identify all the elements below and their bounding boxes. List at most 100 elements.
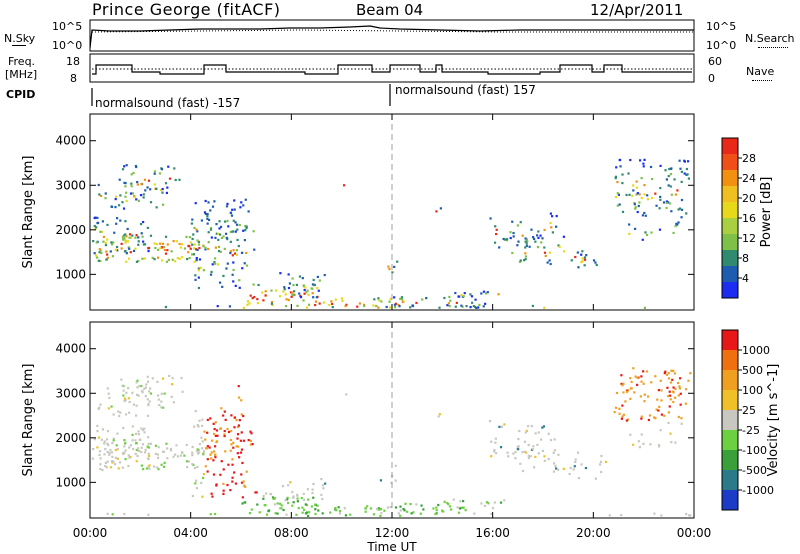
nsky-tick-top: 10^5 xyxy=(52,20,83,33)
echo-cell xyxy=(654,192,657,195)
echo-cell xyxy=(104,192,107,195)
power-scatter xyxy=(92,158,691,310)
echo-cell xyxy=(618,412,621,415)
echo-cell xyxy=(240,399,243,402)
echo-cell xyxy=(307,498,310,501)
echo-cell xyxy=(197,276,200,279)
echo-cell xyxy=(122,389,125,392)
echo-cell xyxy=(244,198,247,201)
echo-cell xyxy=(131,425,134,428)
y-tick-label: 1000 xyxy=(55,267,86,281)
echo-cell xyxy=(677,394,680,397)
echo-cell xyxy=(193,260,196,263)
echo-cell xyxy=(581,260,584,263)
echo-cell xyxy=(253,248,256,251)
echo-cell xyxy=(636,376,639,379)
echo-cell xyxy=(229,240,232,243)
echo-cell xyxy=(114,448,118,452)
echo-cell xyxy=(667,377,671,380)
echo-cell xyxy=(640,375,643,378)
echo-cell xyxy=(172,401,175,404)
echo-cell xyxy=(224,450,227,453)
echo-cell xyxy=(674,193,678,196)
echo-cell xyxy=(163,248,166,252)
echo-cell xyxy=(135,448,138,452)
nave-tick-bottom: 0 xyxy=(708,72,715,85)
echo-cell xyxy=(532,445,535,448)
echo-cell xyxy=(484,292,488,295)
echo-cell xyxy=(334,298,337,301)
echo-cell xyxy=(534,432,537,435)
echo-cell xyxy=(236,433,240,436)
echo-cell xyxy=(672,400,675,404)
echo-cell xyxy=(400,296,404,299)
y-tick-label: 2000 xyxy=(55,431,86,445)
echo-cell xyxy=(144,386,147,389)
echo-cell xyxy=(302,299,305,302)
echo-cell xyxy=(171,377,174,380)
echo-cell xyxy=(512,231,515,235)
echo-cell xyxy=(169,447,173,451)
echo-cell xyxy=(176,455,180,458)
echo-cell xyxy=(196,424,199,427)
echo-cell xyxy=(296,304,299,307)
echo-cell xyxy=(632,184,635,187)
echo-cell xyxy=(583,258,587,261)
echo-cell xyxy=(242,229,245,232)
echo-cell xyxy=(615,166,618,169)
echo-cell xyxy=(140,446,143,449)
x-axis-label: Time UT xyxy=(366,540,417,554)
echo-cell xyxy=(670,167,673,170)
echo-cell xyxy=(99,457,102,460)
echo-cell xyxy=(156,380,159,383)
echo-cell xyxy=(627,418,630,421)
echo-cell xyxy=(96,256,99,259)
echo-cell xyxy=(106,387,109,390)
echo-cell xyxy=(213,512,217,516)
echo-cell xyxy=(106,223,109,227)
echo-cell xyxy=(122,207,126,210)
echo-cell xyxy=(643,211,646,215)
echo-cell xyxy=(390,481,393,484)
echo-cell xyxy=(329,511,332,514)
echo-cell xyxy=(634,207,637,210)
echo-cell xyxy=(174,178,177,182)
echo-cell xyxy=(131,439,134,442)
echo-cell xyxy=(249,430,252,433)
echo-cell xyxy=(683,172,686,175)
echo-cell xyxy=(331,302,334,306)
echo-cell xyxy=(242,414,245,418)
echo-cell xyxy=(377,507,381,510)
echo-cell xyxy=(209,226,213,230)
echo-cell xyxy=(412,511,415,514)
echo-cell xyxy=(283,286,286,289)
echo-cell xyxy=(276,502,279,505)
echo-cell xyxy=(95,226,98,229)
echo-cell xyxy=(616,204,619,207)
echo-cell xyxy=(537,452,540,455)
echo-cell xyxy=(299,296,303,299)
echo-cell xyxy=(201,495,204,498)
echo-cell xyxy=(638,193,641,196)
echo-cell xyxy=(465,305,468,308)
echo-cell xyxy=(616,180,619,184)
echo-cell xyxy=(650,381,653,384)
echo-cell xyxy=(670,193,673,196)
echo-cell xyxy=(312,278,315,282)
echo-cell xyxy=(115,444,118,447)
echo-cell xyxy=(95,254,98,257)
echo-cell xyxy=(99,467,102,471)
echo-cell xyxy=(124,195,127,198)
echo-cell xyxy=(306,488,310,491)
echo-cell xyxy=(209,417,212,420)
echo-cell xyxy=(96,429,99,433)
echo-cell xyxy=(236,238,239,242)
echo-cell xyxy=(685,388,688,391)
echo-cell xyxy=(214,257,217,260)
echo-cell xyxy=(231,463,234,466)
echo-cell xyxy=(556,468,560,471)
echo-cell xyxy=(130,182,133,185)
echo-cell xyxy=(569,466,572,470)
echo-cell xyxy=(137,199,140,202)
echo-cell xyxy=(676,189,679,192)
